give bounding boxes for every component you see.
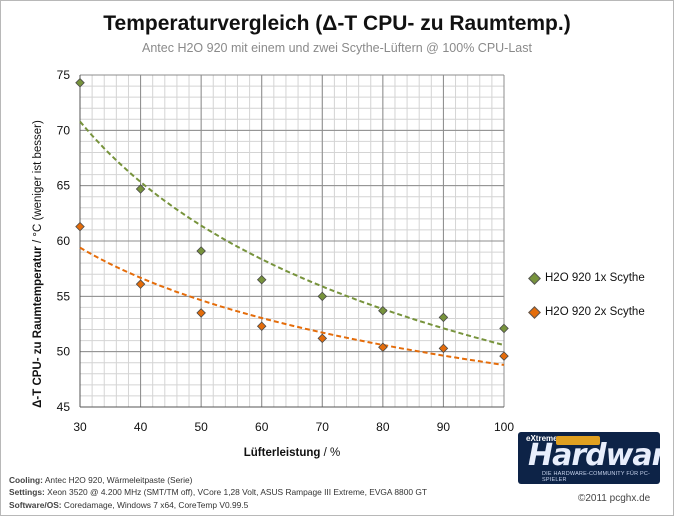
trendline-series-2 — [79, 246, 505, 366]
data-point-series-1 — [75, 77, 85, 88]
data-point-series-2 — [256, 321, 267, 331]
x-axis-label: Lüfterleistung / % — [80, 447, 504, 459]
y-tick-label: 50 — [57, 345, 71, 359]
footer-cooling: Cooling: Antec H2O 920, Wärmeleitpaste (… — [9, 475, 193, 485]
legend-item-1x: H2O 920 1x Scythe — [528, 268, 645, 288]
x-tick-label: 50 — [194, 420, 208, 434]
x-tick-label: 70 — [316, 420, 330, 434]
y-tick-label: 45 — [57, 400, 71, 414]
chart-subtitle: Antec H2O 920 mit einem und zwei Scythe-… — [142, 41, 532, 55]
logo-tagline: DIE HARDWARE-COMMUNITY FÜR PC-SPIELER — [542, 471, 651, 483]
data-point-series-1 — [135, 184, 146, 194]
y-tick-label: 55 — [57, 289, 71, 303]
x-tick-label: 90 — [437, 420, 451, 434]
y-axis-label: Δ-T CPU- zu Raumtemperatur / °C (weniger… — [32, 99, 44, 429]
x-tick-label: 30 — [73, 420, 87, 434]
y-tick-label: 65 — [57, 179, 71, 193]
data-point-series-1 — [378, 305, 388, 316]
footer-notes: Cooling: Antec H2O 920, Wärmeleitpaste (… — [9, 474, 427, 511]
footer-software: Software/OS: Coredamage, Windows 7 x64, … — [9, 499, 249, 510]
data-point-series-2 — [378, 342, 388, 353]
y-axis-label-main: Δ-T CPU- zu Raumtemperatur — [32, 246, 44, 408]
data-point-series-2 — [75, 221, 85, 232]
logo-prefix: eXtreme — [526, 434, 558, 443]
copyright-credit: ©2011 pcghx.de — [578, 493, 651, 504]
x-axis-label-main: Lüfterleistung — [243, 447, 321, 459]
x-tick-label: 40 — [134, 420, 148, 434]
data-point-series-2 — [438, 343, 449, 354]
data-point-series-1 — [317, 291, 328, 302]
legend-marker-2x — [528, 305, 541, 319]
pcghx-logo: eXtreme Hardware DIE HARDWARE-COMMUNITY … — [518, 432, 660, 484]
x-tick-label: 100 — [494, 420, 514, 434]
data-point-series-1 — [499, 323, 509, 334]
legend-item-2x: H2O 920 2x Scythe — [528, 302, 645, 322]
y-tick-label: 60 — [57, 234, 71, 248]
logo-brand: Hardware — [528, 438, 660, 473]
legend: H2O 920 1x Scythe H2O 920 2x Scythe — [528, 268, 645, 336]
data-point-series-1 — [438, 312, 449, 323]
data-point-series-2 — [499, 351, 509, 361]
y-axis-label-unit: / °C (weniger ist besser) — [32, 120, 44, 243]
x-tick-label: 80 — [376, 420, 390, 434]
data-point-series-1 — [256, 274, 267, 285]
data-point-series-2 — [196, 308, 206, 318]
data-point-series-2 — [135, 279, 146, 289]
data-point-series-1 — [196, 246, 206, 256]
trendline-series-1 — [79, 120, 505, 346]
logo-tag-shape — [556, 436, 600, 445]
y-tick-label: 75 — [57, 68, 71, 82]
x-tick-label: 60 — [255, 420, 269, 434]
legend-label-1x: H2O 920 1x Scythe — [545, 272, 645, 284]
legend-label-2x: H2O 920 2x Scythe — [545, 306, 645, 318]
x-axis-label-unit: / % — [323, 447, 341, 459]
footer-settings: Settings: Xeon 3520 @ 4.200 MHz (SMT/TM … — [9, 487, 427, 498]
y-tick-label: 70 — [57, 123, 71, 137]
chart-title: Temperaturvergleich (Δ-T CPU- zu Raumtem… — [103, 12, 571, 35]
data-point-series-2 — [317, 333, 328, 344]
legend-marker-1x — [528, 271, 541, 285]
